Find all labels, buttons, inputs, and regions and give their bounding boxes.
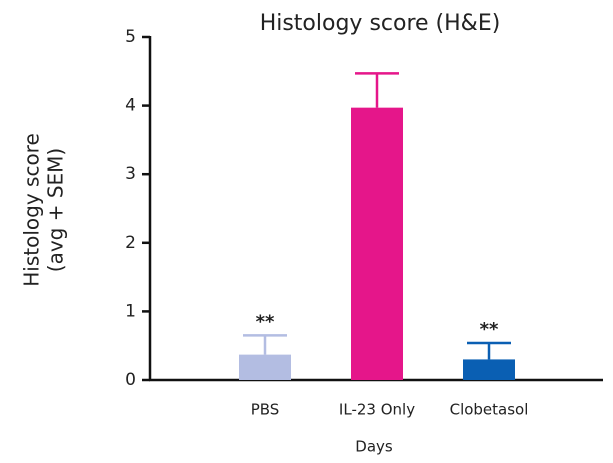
x-tick-label: Clobetasol	[450, 401, 529, 419]
y-tick-label: 4	[125, 96, 136, 116]
bar	[239, 354, 291, 380]
x-axis-label: Days	[355, 438, 393, 456]
y-tick-label: 1	[125, 301, 136, 321]
chart-title: Histology score (H&E)	[260, 11, 501, 36]
x-tick-label: PBS	[251, 401, 280, 419]
y-tick-label: 2	[125, 233, 136, 253]
y-tick-label: 0	[125, 370, 136, 390]
y-tick-label: 5	[125, 27, 136, 47]
y-axis-label: Histology score	[20, 133, 44, 287]
y-axis-label: (avg + SEM)	[44, 148, 68, 272]
bar	[463, 359, 515, 380]
significance-label: **	[256, 311, 275, 332]
significance-label: **	[480, 319, 499, 340]
bar	[351, 107, 403, 381]
y-tick-label: 3	[125, 164, 136, 184]
x-tick-label: IL-23 Only	[339, 401, 415, 419]
